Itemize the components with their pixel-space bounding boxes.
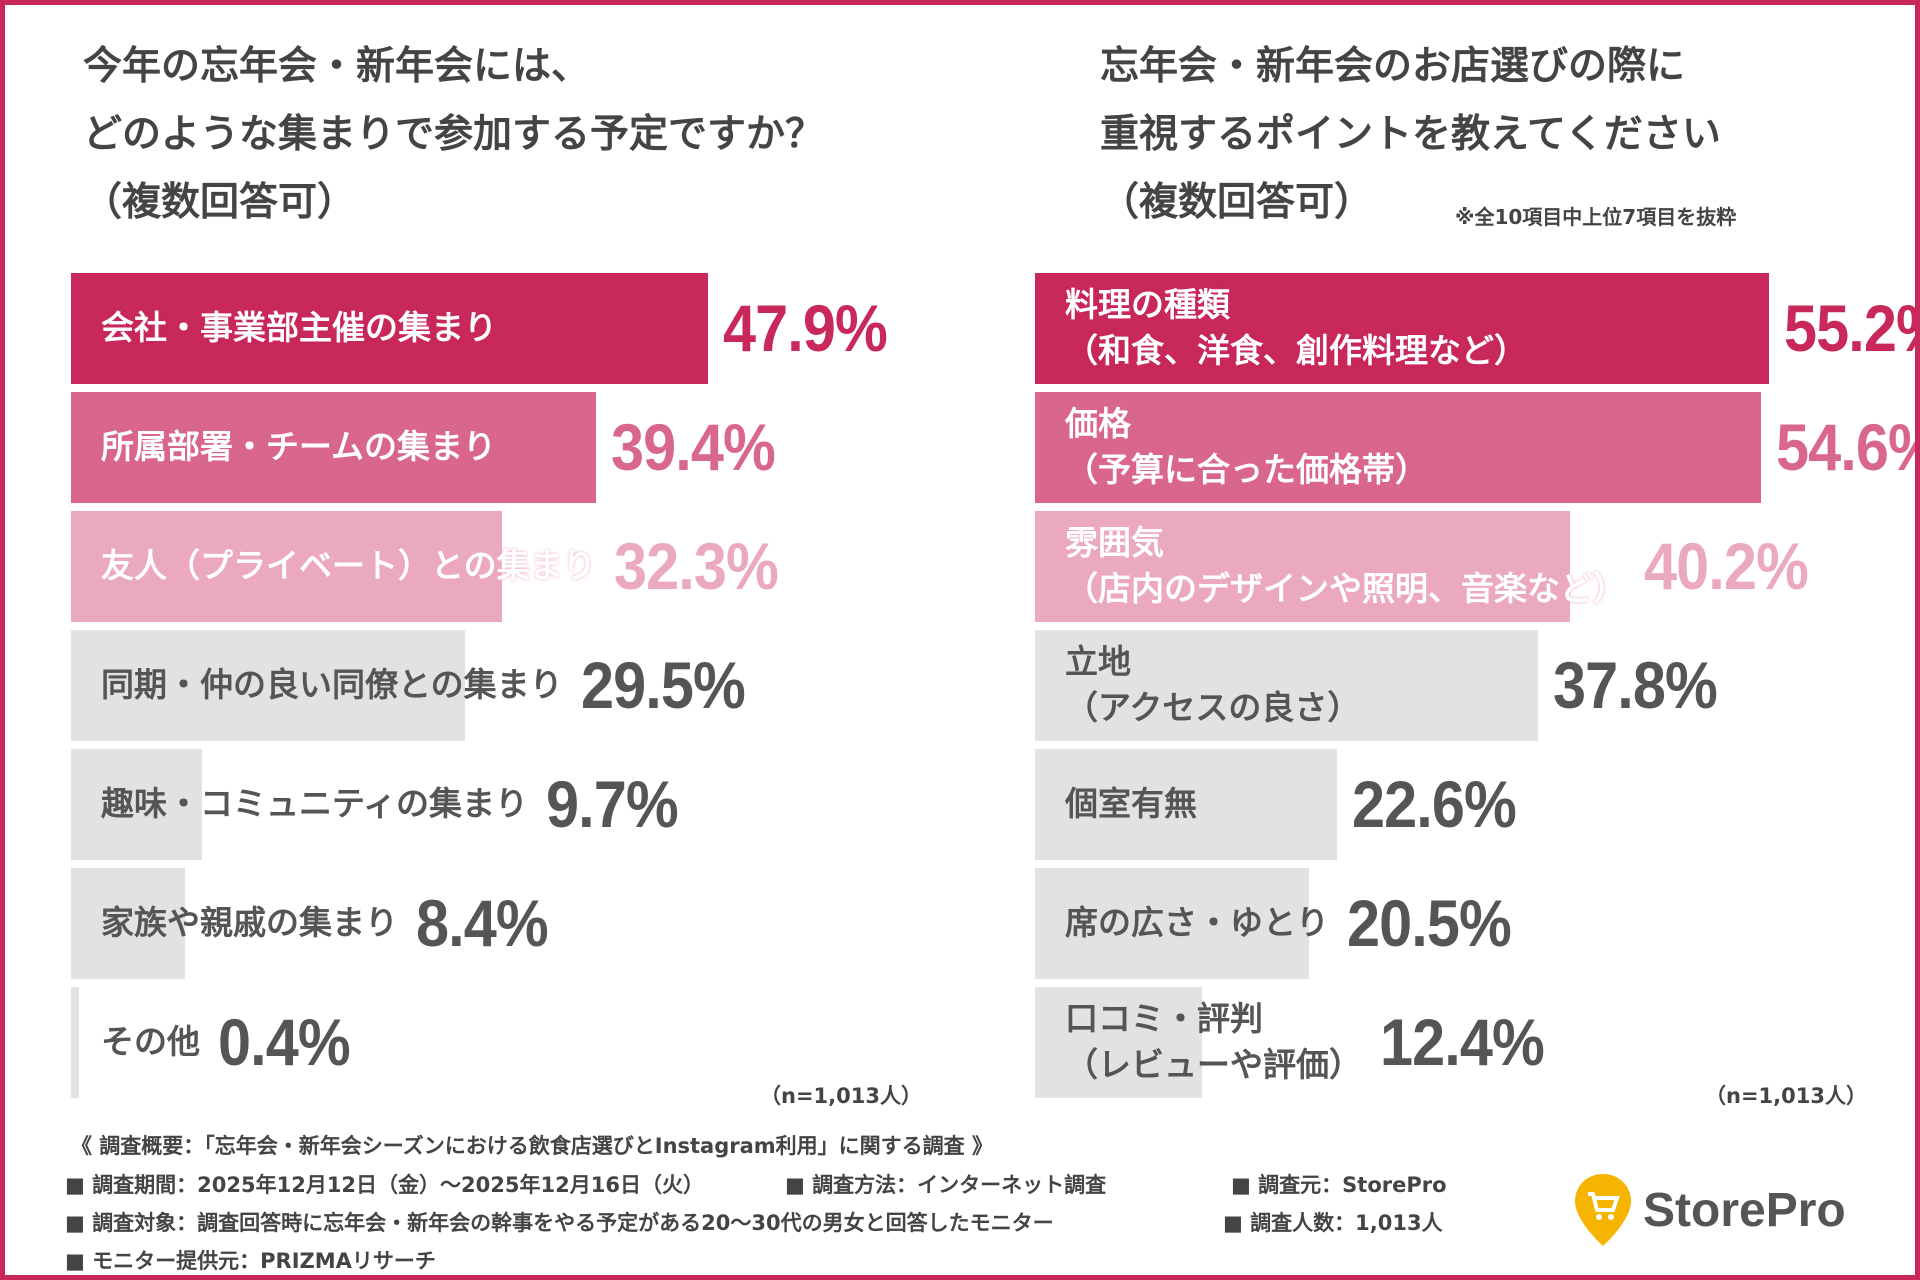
category-label: その他 — [101, 1022, 200, 1061]
chart-title: 忘年会・新年会のお店選びの際に 重視するポイントを教えてください （複数回答可） — [1100, 44, 1721, 225]
chart-title: 今年の忘年会・新年会には、 どのような集まりで参加する予定ですか？ （複数回答可… — [83, 44, 825, 225]
category-label: 所属部署・チームの集まり — [101, 427, 497, 466]
footer-item: ■ モニター提供元：PRIZMAリサーチ — [65, 1249, 436, 1273]
category-label: 立地 （アクセスの良さ） — [1065, 642, 1361, 727]
value-label: 54.6% — [1775, 410, 1915, 484]
value-label: 55.2% — [1783, 291, 1915, 365]
bar — [1035, 511, 1571, 622]
category-label: 会社・事業部主催の集まり — [101, 308, 497, 347]
bar — [71, 511, 502, 622]
bar — [71, 987, 80, 1098]
value-label: 20.5% — [1347, 886, 1512, 960]
category-label: 友人（プライベート）との集まり — [101, 546, 596, 585]
category-label: 口コミ・評判 （レビューや評価） — [1065, 999, 1362, 1084]
logo: StorePro — [1643, 1184, 1846, 1237]
bar — [1035, 987, 1203, 1098]
category-label: 価格 （予算に合った価格帯） — [1065, 404, 1428, 489]
footer-item: ■ 調査対象：調査回答時に忘年会・新年会の幹事をやる予定がある20〜30代の男女… — [65, 1211, 1054, 1235]
bar — [1035, 868, 1310, 979]
chart-note: ※全10項目中上位7項目を抜粋 — [1455, 205, 1737, 229]
value-label: 39.4% — [610, 410, 776, 484]
value-label: 29.5% — [581, 648, 746, 722]
footer-item: ■ 調査人数：1,013人 — [1223, 1211, 1443, 1235]
value-label: 12.4% — [1380, 1005, 1545, 1079]
value-label: 22.6% — [1352, 767, 1517, 841]
category-label: 料理の種類 （和食、洋食、創作料理など） — [1065, 285, 1527, 370]
value-label: 47.9% — [723, 291, 888, 365]
logo-icon — [1575, 1174, 1631, 1246]
footer-item: ■ 調査元：StorePro — [1231, 1173, 1447, 1197]
footer-item: ■ 調査方法：インターネット調査 — [785, 1173, 1107, 1197]
category-label: 趣味・コミュニティの集まり — [101, 784, 529, 823]
sample-size: （n=1,013人） — [1705, 1084, 1867, 1108]
bar — [1035, 392, 1761, 503]
category-label: 席の広さ・ゆとり — [1065, 903, 1329, 942]
bar — [1035, 749, 1338, 860]
value-label: 32.3% — [614, 529, 779, 603]
category-label: 個室有無 — [1065, 784, 1197, 823]
bar — [1035, 273, 1769, 384]
footer-item: ■ 調査期間：2025年12月12日（金）〜2025年12月16日（火） — [65, 1173, 704, 1197]
bar — [71, 868, 186, 979]
value-label: 40.2% — [1644, 529, 1809, 603]
bar — [71, 749, 203, 860]
category-label: 同期・仲の良い同僚との集まり — [101, 665, 563, 704]
bar — [1035, 630, 1539, 741]
value-label: 9.7% — [546, 767, 679, 841]
footer-heading: 《 調査概要：「忘年会・新年会シーズンにおける飲食店選びとInstagram利用… — [71, 1134, 993, 1158]
value-label: 8.4% — [416, 886, 549, 960]
value-label: 0.4% — [218, 1005, 351, 1079]
bar — [71, 392, 596, 503]
bar — [71, 273, 709, 384]
category-label: 家族や親戚の集まり — [101, 903, 398, 942]
bar — [71, 630, 465, 741]
sample-size: （n=1,013人） — [760, 1084, 922, 1108]
category-label: 雰囲気 （店内のデザインや照明、音楽など） — [1065, 523, 1626, 608]
value-label: 37.8% — [1553, 648, 1718, 722]
